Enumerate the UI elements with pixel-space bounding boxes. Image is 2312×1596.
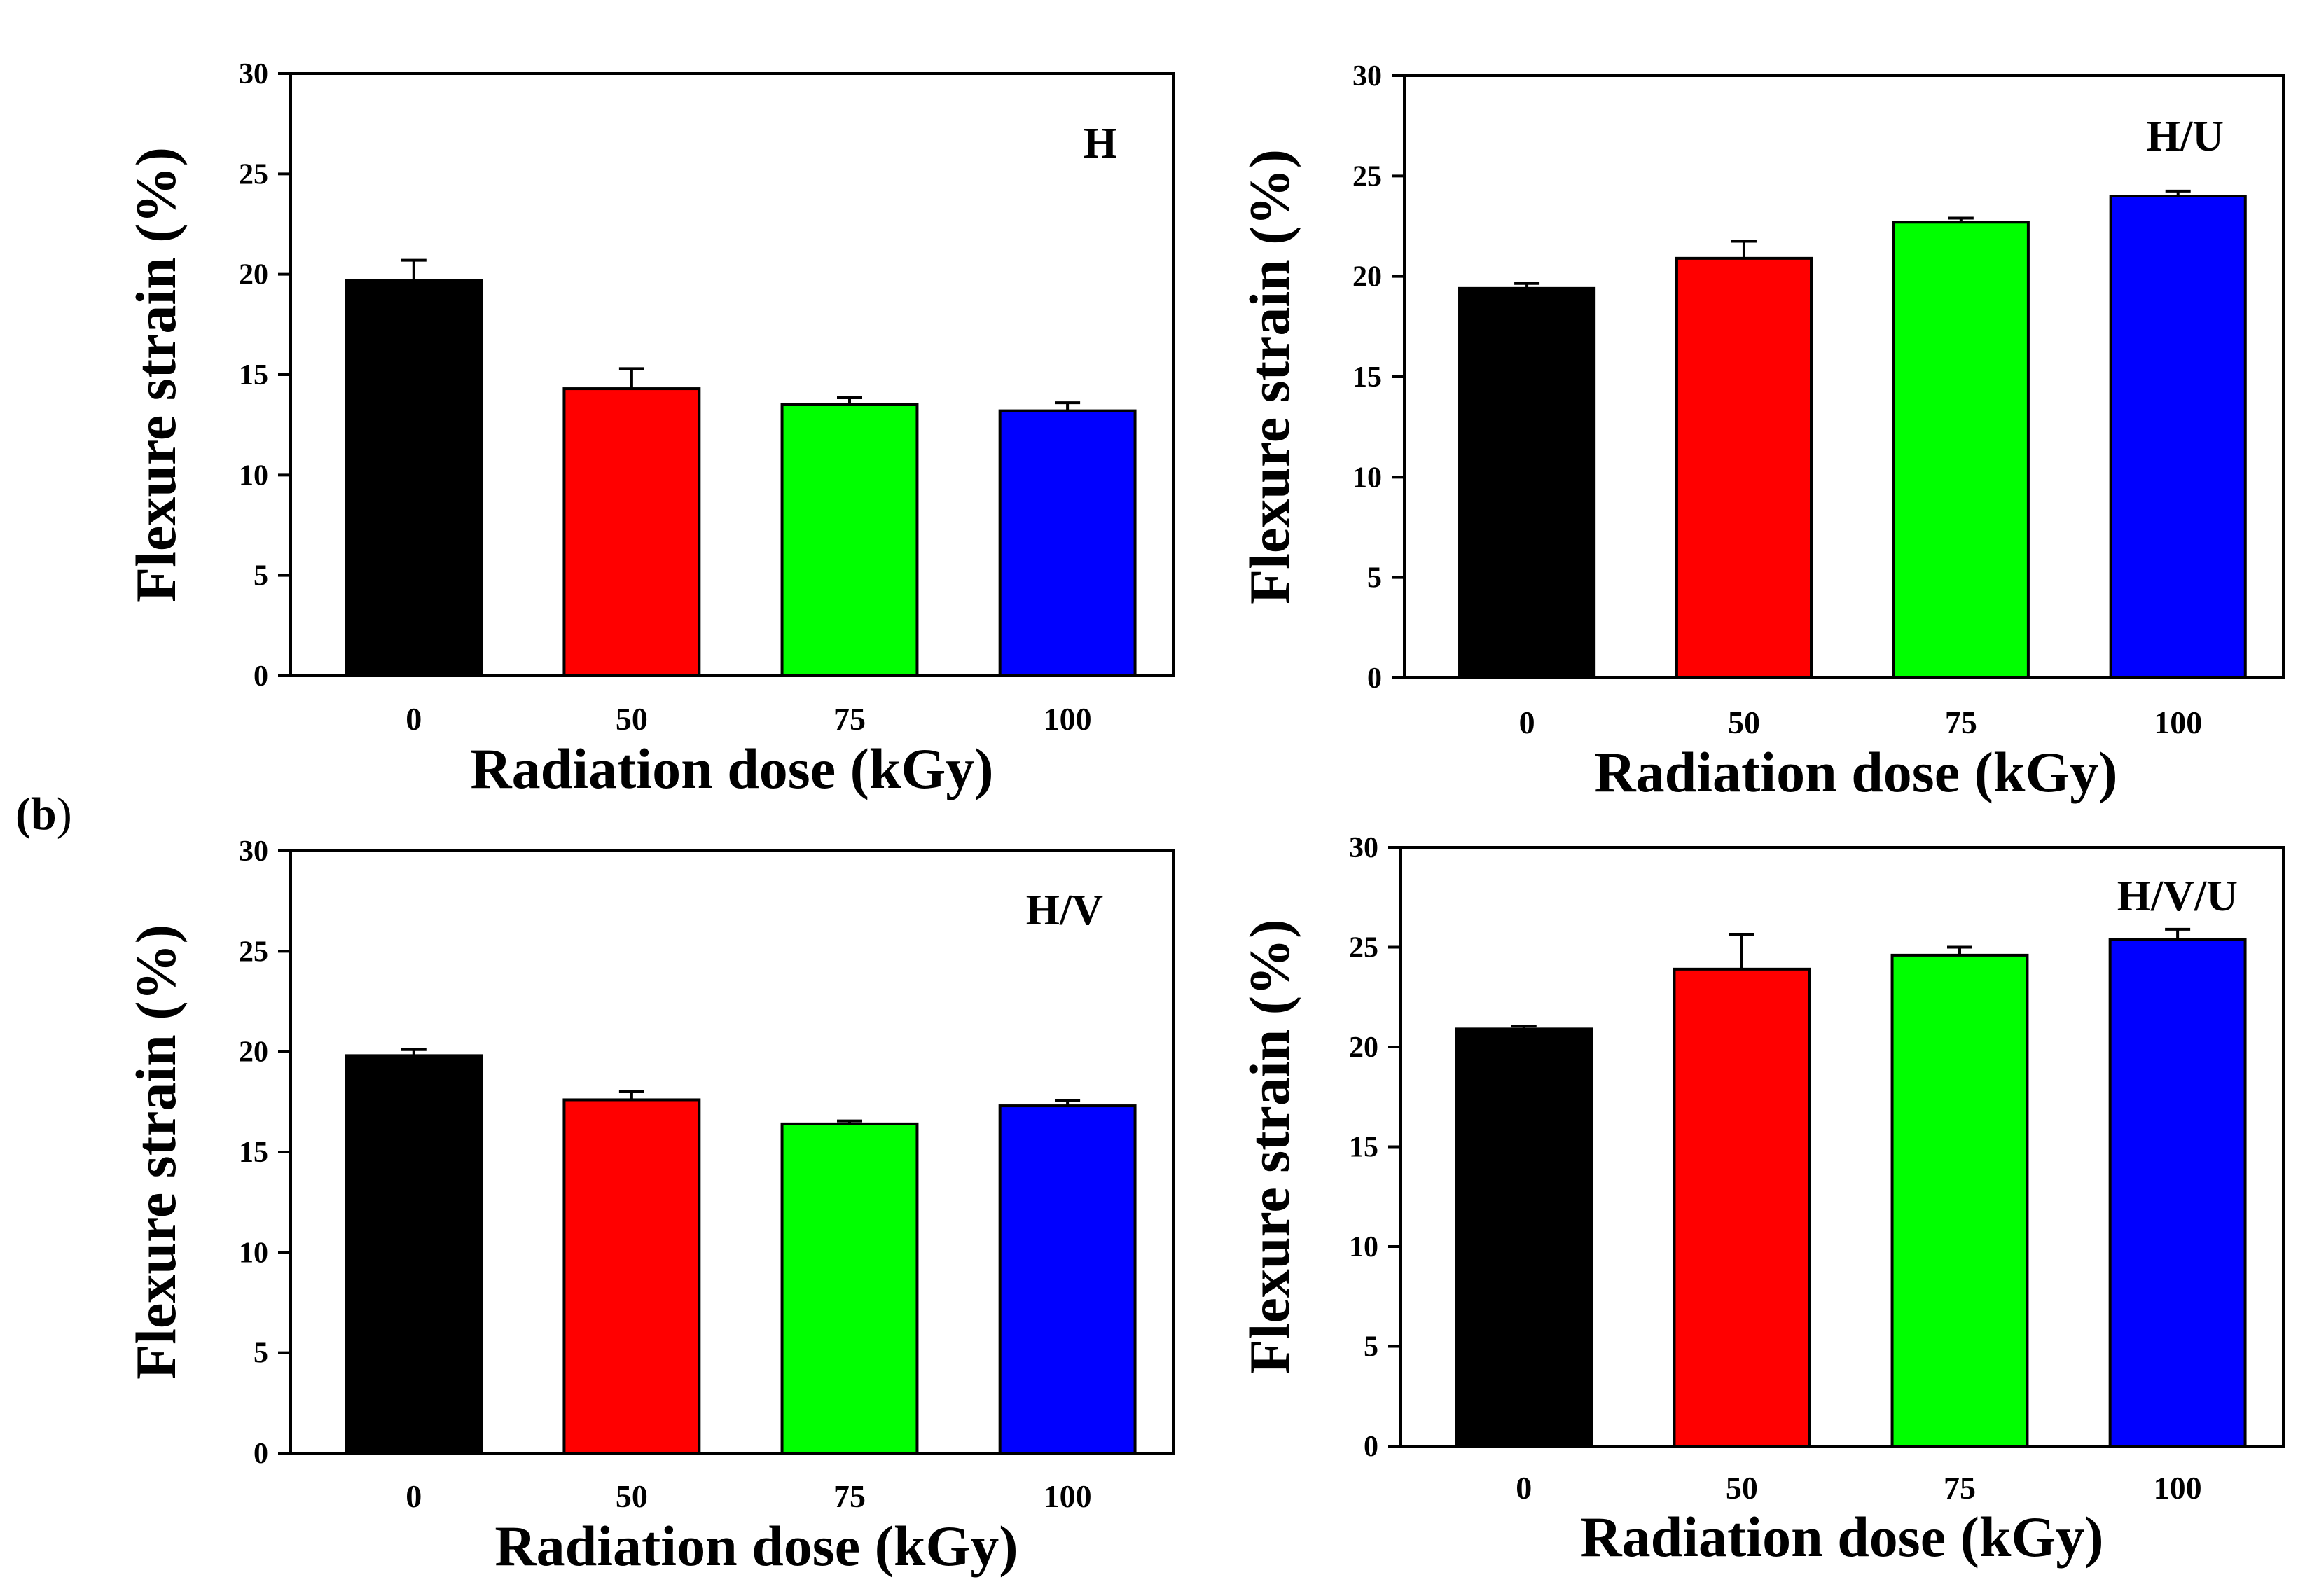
h-u-xlabel: Radiation dose (kGy) bbox=[1594, 740, 2117, 804]
h-xtick-label: 100 bbox=[1044, 701, 1092, 737]
h-u-bar-100 bbox=[2109, 195, 2247, 679]
h-v-u-ytick-label: 10 bbox=[1349, 1231, 1378, 1263]
h-u-ytick-label: 30 bbox=[1352, 60, 1382, 92]
h-v-u-bar-75 bbox=[1890, 953, 2029, 1448]
h-u-ytick-label: 10 bbox=[1352, 462, 1382, 494]
h-v-ytick-label: 30 bbox=[239, 835, 268, 868]
h-u-ytick-label: 0 bbox=[1367, 662, 1382, 695]
h-u-ytick-label: 5 bbox=[1367, 562, 1382, 595]
h-u-xtick-label: 0 bbox=[1519, 705, 1535, 740]
h-v-u-ytick-label: 20 bbox=[1349, 1032, 1378, 1064]
h-u-ytick-label: 25 bbox=[1352, 160, 1382, 193]
h-v-u-ytick-label: 25 bbox=[1349, 932, 1378, 964]
h-u-bar-0 bbox=[1458, 286, 1596, 680]
h-v-bar-50 bbox=[562, 1098, 701, 1455]
h-v-ytick-label: 10 bbox=[239, 1237, 268, 1269]
h-ytick-label: 0 bbox=[254, 660, 268, 693]
h-u-ytick-label: 15 bbox=[1352, 361, 1382, 394]
h-xlabel: Radiation dose (kGy) bbox=[470, 737, 993, 800]
h-v-u-bar-50 bbox=[1673, 967, 1811, 1448]
h-v-ylabel: Flexure strain (%) bbox=[124, 924, 188, 1380]
h-v-u-xtick-label: 75 bbox=[1944, 1470, 1976, 1506]
chart-h-u: 0 5 10 15 20 25 30 0 50 75 100 H/U Flexure strain (%… bbox=[1238, 60, 2285, 804]
h-chart-title: H bbox=[1084, 120, 1117, 167]
h-ytick-label: 20 bbox=[239, 259, 268, 291]
h-v-bar-0 bbox=[345, 1054, 483, 1455]
h-u-xtick-label: 75 bbox=[1945, 705, 1977, 740]
h-u-chart-title: H/U bbox=[2147, 113, 2224, 160]
h-v-bar-100 bbox=[998, 1104, 1137, 1455]
h-xtick-label: 0 bbox=[406, 701, 422, 737]
h-v-ytick-label: 15 bbox=[239, 1137, 268, 1169]
h-bar-100 bbox=[998, 409, 1137, 677]
h-v-ytick-label: 20 bbox=[239, 1036, 268, 1069]
h-u-ylabel: Flexure strain (%) bbox=[1238, 149, 1301, 604]
h-u-bar-50 bbox=[1675, 256, 1813, 680]
h-v-u-chart-title: H/V/U bbox=[2117, 873, 2238, 920]
h-v-u-bar-0 bbox=[1455, 1027, 1593, 1448]
h-v-ytick-label: 25 bbox=[239, 936, 268, 968]
h-v-u-ytick-label: 5 bbox=[1364, 1331, 1378, 1363]
h-v-xtick-label: 0 bbox=[406, 1478, 422, 1514]
h-v-ytick-label: 0 bbox=[254, 1438, 268, 1470]
h-bar-0 bbox=[345, 279, 483, 677]
h-xtick-label: 75 bbox=[833, 701, 866, 737]
h-u-xtick-label: 100 bbox=[2154, 705, 2202, 740]
h-ytick-label: 5 bbox=[254, 560, 268, 592]
h-v-u-ylabel: Flexure strain (%) bbox=[1238, 920, 1301, 1375]
h-bar-50 bbox=[562, 387, 701, 677]
h-v-ytick-label: 5 bbox=[254, 1338, 268, 1370]
chart-h-v: 0 5 10 15 20 25 30 0 50 75 100 H/V Flexure strain (%… bbox=[124, 835, 1175, 1578]
h-xtick-label: 50 bbox=[616, 701, 648, 737]
h-v-u-bar-100 bbox=[2108, 938, 2247, 1448]
h-v-u-xtick-label: 100 bbox=[2154, 1470, 2202, 1506]
chart-h: 0 5 10 15 20 25 30 0 50 75 100 H Flexure strain (%) R… bbox=[124, 58, 1175, 800]
h-v-u-xtick-label: 50 bbox=[1726, 1470, 1758, 1506]
h-v-u-ytick-label: 30 bbox=[1349, 832, 1378, 864]
h-u-ytick-label: 20 bbox=[1352, 261, 1382, 293]
h-ytick-label: 10 bbox=[239, 459, 268, 492]
h-v-u-ytick-label: 0 bbox=[1364, 1431, 1378, 1463]
panel-label-close: ) bbox=[56, 789, 72, 840]
h-ytick-label: 25 bbox=[239, 158, 268, 190]
h-ytick-label: 15 bbox=[239, 359, 268, 391]
h-bar-75 bbox=[780, 403, 919, 677]
chart-h-v-u: 0 5 10 15 20 25 30 0 50 75 100 H/V/U Flexure strain … bbox=[1238, 832, 2285, 1569]
h-v-u-xlabel: Radiation dose (kGy) bbox=[1580, 1505, 2103, 1569]
h-v-xtick-label: 50 bbox=[616, 1478, 648, 1514]
h-ylabel: Flexure strain (%) bbox=[124, 147, 188, 602]
panel-label-letter: b bbox=[30, 789, 57, 840]
h-ytick-label: 30 bbox=[239, 58, 268, 90]
h-u-xtick-label: 50 bbox=[1728, 705, 1760, 740]
h-u-bar-75 bbox=[1892, 221, 2030, 679]
h-v-xlabel: Radiation dose (kGy) bbox=[494, 1514, 1018, 1578]
h-v-xtick-label: 75 bbox=[833, 1478, 866, 1514]
h-v-u-xtick-label: 0 bbox=[1516, 1470, 1532, 1506]
panel-label-open: ( bbox=[15, 789, 31, 840]
panel-label: (b) bbox=[15, 788, 72, 841]
h-v-chart-title: H/V bbox=[1026, 887, 1103, 934]
h-v-xtick-label: 100 bbox=[1044, 1478, 1092, 1514]
h-v-u-ytick-label: 15 bbox=[1349, 1132, 1378, 1164]
h-v-bar-75 bbox=[780, 1122, 919, 1455]
